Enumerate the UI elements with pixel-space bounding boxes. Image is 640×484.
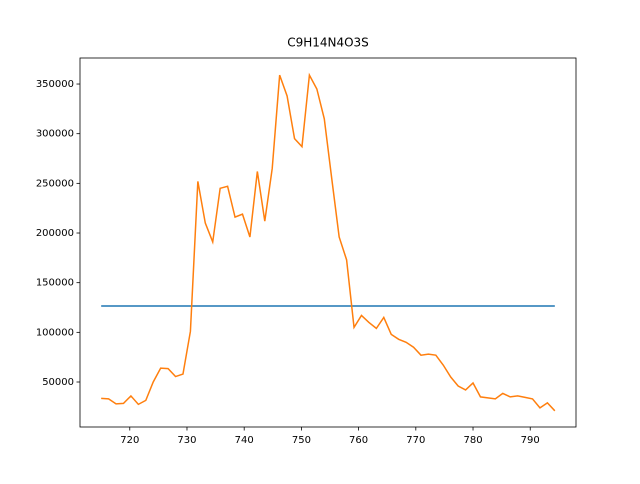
x-tick-label: 720 [120, 435, 139, 446]
y-tick-label: 300000 [36, 129, 74, 140]
y-tick-label: 150000 [36, 278, 74, 289]
y-tick-label: 50000 [42, 377, 74, 388]
x-tick-label: 760 [349, 435, 368, 446]
chart-title: C9H14N4O3S [287, 36, 369, 50]
y-tick-label: 350000 [36, 79, 74, 90]
plot-frame [79, 57, 577, 428]
series-line [101, 72, 556, 412]
y-tick-label: 200000 [36, 228, 74, 239]
y-tick-label: 100000 [36, 327, 74, 338]
x-tick-label: 730 [177, 435, 196, 446]
x-tick-label: 780 [463, 435, 482, 446]
x-tick-label: 740 [235, 435, 254, 446]
x-tick-label: 750 [292, 435, 311, 446]
y-tick-label: 250000 [36, 178, 74, 189]
x-tick-label: 770 [406, 435, 425, 446]
x-tick-label: 790 [521, 435, 540, 446]
